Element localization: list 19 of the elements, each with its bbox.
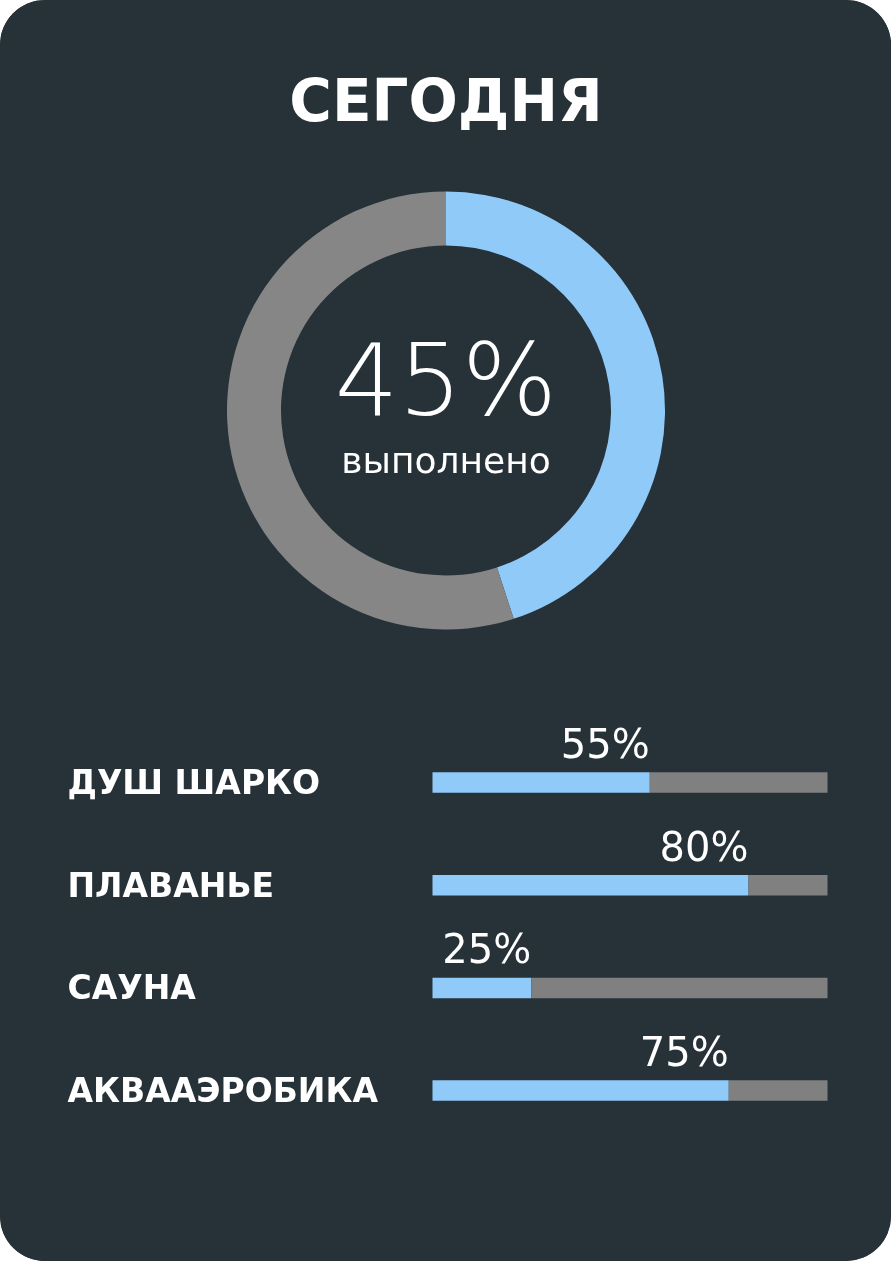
bar bbox=[649, 772, 828, 793]
data-label: 80% bbox=[659, 823, 749, 870]
y-tick-label: ДУШ ШАРКО bbox=[67, 763, 321, 802]
bar bbox=[432, 1080, 729, 1101]
bar bbox=[432, 874, 749, 896]
data-label: 75% bbox=[639, 1029, 729, 1076]
data-label: 55% bbox=[560, 721, 650, 768]
text: 45% bbox=[334, 322, 558, 439]
chart-title: СЕГОДНЯ bbox=[289, 66, 603, 135]
y-tick-label: ПЛАВАНЬЕ bbox=[67, 865, 275, 905]
bar bbox=[728, 1080, 828, 1101]
bar bbox=[432, 772, 650, 793]
y-tick-label: САУНА bbox=[67, 968, 197, 1008]
data-label: 25% bbox=[442, 926, 532, 973]
y-tick-label: АКВААЭРОБИКА bbox=[67, 1071, 379, 1111]
bar bbox=[748, 874, 828, 896]
bar bbox=[432, 977, 532, 999]
text: выполнено bbox=[341, 440, 551, 481]
bar bbox=[531, 977, 828, 999]
